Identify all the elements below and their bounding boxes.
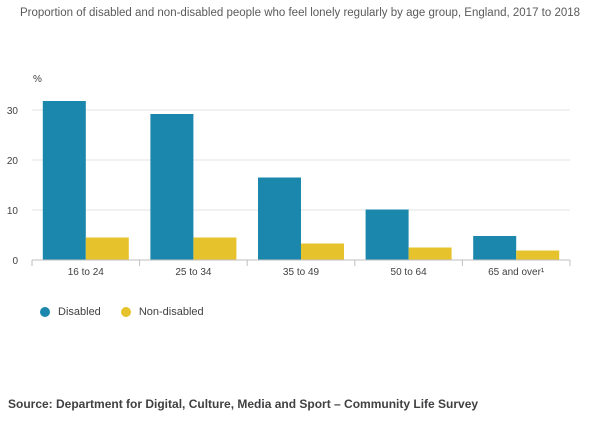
bar-disabled-0[interactable] <box>42 101 86 260</box>
x-tick-label: 65 and over¹ <box>488 267 545 278</box>
x-tick-label: 16 to 24 <box>68 267 105 278</box>
source-note: Source: Department for Digital, Culture,… <box>8 397 479 411</box>
x-tick-label: 25 to 34 <box>175 267 212 278</box>
bar-non-disabled-0[interactable] <box>85 237 129 261</box>
y-axis-label: % <box>33 74 42 85</box>
bar-disabled-2[interactable] <box>258 177 301 261</box>
y-tick-label: 30 <box>7 106 19 117</box>
x-tick-label: 50 to 64 <box>391 267 428 278</box>
bar-disabled-3[interactable] <box>365 209 409 261</box>
x-tick-label: 35 to 49 <box>283 267 320 278</box>
legend-label-disabled: Disabled <box>58 306 101 318</box>
legend: Disabled Non-disabled <box>40 306 224 318</box>
bar-non-disabled-4[interactable] <box>516 250 560 261</box>
bar-non-disabled-3[interactable] <box>408 247 452 261</box>
bar-non-disabled-2[interactable] <box>301 243 344 261</box>
bar-disabled-4[interactable] <box>473 236 517 260</box>
y-tick-label: 20 <box>7 156 19 167</box>
legend-swatch-non-disabled <box>120 307 131 317</box>
y-tick-label: 0 <box>12 256 18 267</box>
legend-swatch-disabled <box>40 307 50 317</box>
axis-layer: 0 10 20 30 16 to 24 25 to 34 35 to 49 50 to 64 6… <box>7 106 571 278</box>
bar-disabled-1[interactable] <box>150 114 194 260</box>
chart-title: Proportion of disabled and non-disabled … <box>19 7 581 19</box>
y-tick-label: 10 <box>7 206 19 217</box>
bar-chart: 0 10 20 30 16 to 24 25 to 34 35 to 49 50 to 64 6… <box>7 74 571 278</box>
legend-item-disabled[interactable]: Disabled <box>40 306 101 318</box>
legend-item-non-disabled[interactable]: Non-disabled <box>120 306 204 318</box>
bar-non-disabled-1[interactable] <box>193 237 237 261</box>
bar-layer <box>42 101 560 261</box>
legend-label-non-disabled: Non-disabled <box>138 306 204 318</box>
